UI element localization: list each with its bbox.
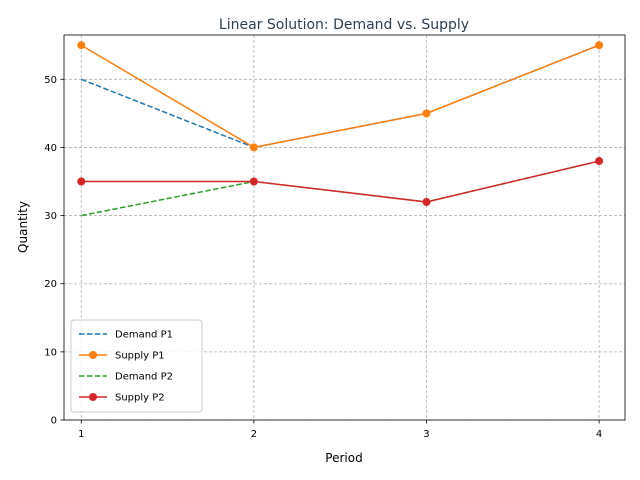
y-tick-label: 40 — [44, 143, 57, 154]
plot-frame — [63, 34, 626, 421]
x-tick-label: 2 — [251, 429, 257, 440]
y-tick-label: 10 — [44, 347, 57, 358]
y-tick-label: 20 — [44, 279, 57, 290]
legend-box — [70, 319, 203, 413]
legend-label: Demand P1 — [115, 330, 173, 341]
y-axis-title: Quantity — [16, 201, 30, 253]
x-tick-label: 4 — [596, 429, 602, 440]
series-supply-p2 — [77, 157, 604, 206]
legend-marker-supply-p1 — [89, 351, 97, 359]
series-line-supply-p1 — [80, 44, 600, 149]
data-point-supply-p2 — [422, 197, 431, 206]
data-point-supply-p1 — [422, 109, 431, 118]
y-tick-label: 50 — [44, 75, 57, 86]
x-tick-label: 1 — [78, 429, 84, 440]
chart-title: Linear Solution: Demand vs. Supply — [219, 17, 469, 33]
legend: Demand P1 Supply P1 Demand P2 Supply P2 — [70, 319, 203, 413]
data-point-supply-p2 — [77, 177, 86, 186]
y-tick-label: 0 — [51, 416, 57, 427]
x-tick-label: 3 — [423, 429, 429, 440]
legend-label: Supply P1 — [115, 351, 165, 362]
legend-label: Supply P2 — [115, 393, 165, 404]
data-point-supply-p2 — [595, 157, 604, 166]
series-layer — [77, 41, 604, 217]
data-point-supply-p2 — [249, 177, 258, 186]
data-point-supply-p1 — [595, 41, 604, 50]
series-line-supply-p2 — [81, 160, 600, 203]
legend-marker-supply-p2 — [89, 393, 97, 401]
y-tick-label: 30 — [44, 211, 57, 222]
x-axis-title: Period — [325, 451, 362, 465]
data-point-supply-p1 — [249, 143, 258, 152]
data-point-supply-p1 — [77, 41, 86, 50]
legend-label: Demand P2 — [115, 372, 173, 383]
series-supply-p1 — [77, 41, 604, 152]
